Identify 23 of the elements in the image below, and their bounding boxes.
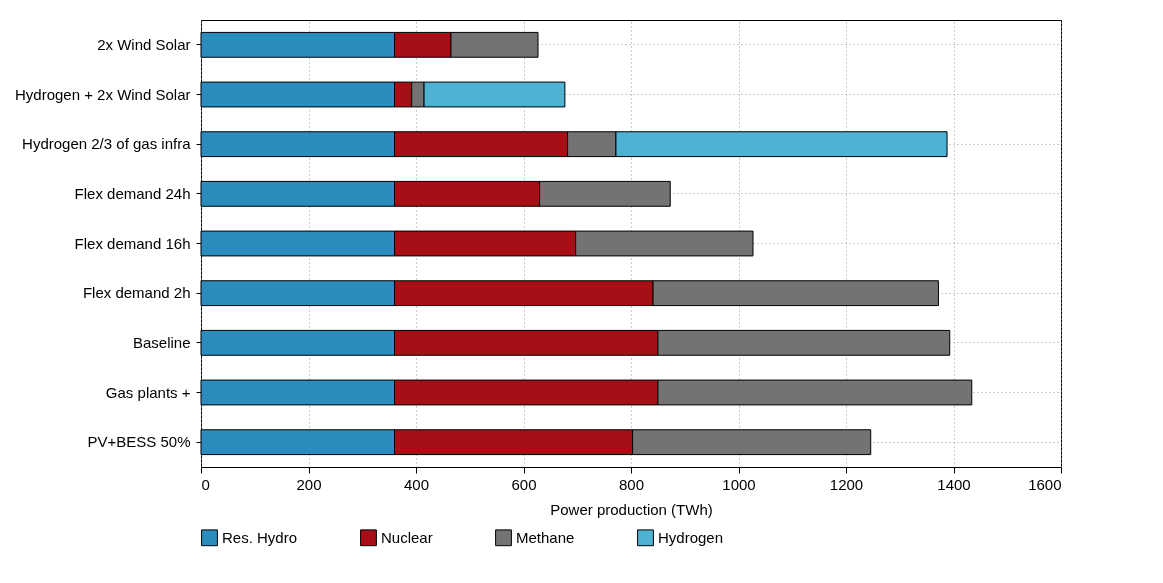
y-tick-label: Flex demand 16h xyxy=(74,234,191,252)
legend-label: Nuclear xyxy=(381,528,433,546)
x-tick-label: 800 xyxy=(618,475,645,493)
y-tick-label: Flex demand 2h xyxy=(82,284,191,302)
x-tick-label: 1600 xyxy=(1028,475,1062,493)
y-tick-label: Flex demand 24h xyxy=(74,184,191,202)
legend-label: Res. Hydro xyxy=(222,528,298,546)
y-tick-label: 2x Wind Solar xyxy=(97,35,191,53)
x-tick-label: 600 xyxy=(511,475,537,493)
x-axis-title: Power production (TWh) xyxy=(550,500,713,518)
y-tick-label: Gas plants + xyxy=(105,383,191,401)
y-tick-label: PV+BESS 50% xyxy=(87,433,191,451)
x-tick-label: 1400 xyxy=(937,475,971,493)
y-tick-label: Baseline xyxy=(132,333,191,351)
y-tick-label: Hydrogen + 2x Wind Solar xyxy=(14,85,191,103)
y-tick-label: Hydrogen 2/3 of gas infra xyxy=(22,135,192,153)
x-tick-label: 1000 xyxy=(722,475,756,493)
x-tick-label: 1200 xyxy=(829,475,864,493)
x-tick-label: 400 xyxy=(403,475,430,493)
legend-label: Hydrogen xyxy=(658,528,724,546)
x-tick-label: 200 xyxy=(296,475,322,493)
x-tick-label: 0 xyxy=(201,475,210,493)
legend-label: Methane xyxy=(516,528,575,546)
